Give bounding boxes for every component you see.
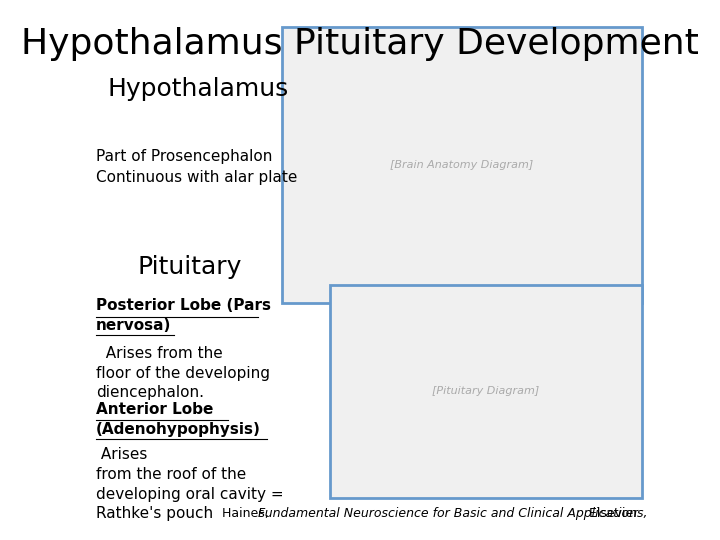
Text: Pituitary: Pituitary: [138, 255, 243, 279]
Text: Hypothalamus: Hypothalamus: [108, 77, 289, 101]
Text: [Brain Anatomy Diagram]: [Brain Anatomy Diagram]: [390, 160, 534, 170]
Text: Anterior Lobe
(Adenohypophysis): Anterior Lobe (Adenohypophysis): [96, 402, 261, 436]
FancyBboxPatch shape: [282, 26, 642, 303]
Text: Arises
from the roof of the
developing oral cavity =
Rathke's pouch: Arises from the roof of the developing o…: [96, 447, 284, 522]
Text: Hypothalamus Pituitary Development: Hypothalamus Pituitary Development: [21, 26, 699, 60]
Text: Posterior Lobe (Pars
nervosa): Posterior Lobe (Pars nervosa): [96, 298, 271, 333]
Text: Elsevier: Elsevier: [585, 508, 639, 521]
Text: Haines,: Haines,: [222, 508, 273, 521]
Text: Part of Prosencephalon
Continuous with alar plate: Part of Prosencephalon Continuous with a…: [96, 149, 297, 185]
Text: Fundamental Neuroscience for Basic and Clinical Applications,: Fundamental Neuroscience for Basic and C…: [258, 508, 647, 521]
Text: [Pituitary Diagram]: [Pituitary Diagram]: [433, 386, 540, 396]
FancyBboxPatch shape: [330, 285, 642, 497]
Text: Arises from the
floor of the developing
diencephalon.: Arises from the floor of the developing …: [96, 346, 270, 401]
